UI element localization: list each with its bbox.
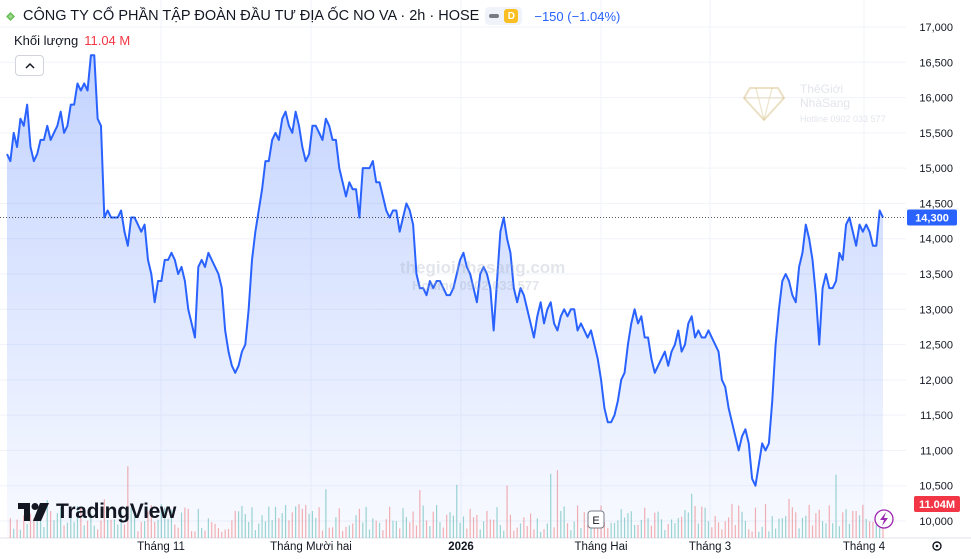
symbol-title[interactable]: CÔNG TY CỔ PHẦN TẬP ĐOÀN ĐẦU TƯ ĐỊA ỐC N… [23,8,480,24]
price-tick-label: 15,000 [919,163,953,175]
price-tick-label: 12,500 [919,340,953,352]
volume-tag-label: 11.04M [919,499,955,511]
symbol-logo-icon [6,11,15,21]
price-tick-label: 17,000 [919,22,953,34]
time-tick-label: Tháng 4 [843,541,886,553]
price-tick-label: 12,000 [919,375,953,387]
watermark-center: thegioinhasang.com Hotline 0902 033 577 [400,258,565,293]
last-price-tag-label: 14,300 [915,213,949,225]
tradingview-logo[interactable]: TradingView [18,500,176,524]
chart-header: CÔNG TY CỔ PHẦN TẬP ĐOÀN ĐẦU TƯ ĐỊA ỐC N… [6,6,620,26]
diamond-logo-icon [742,87,786,122]
chevron-up-icon [24,62,35,69]
gear-icon-center [935,544,939,548]
price-area-fill [7,55,883,538]
volume-legend-label: Khối lượng [14,33,79,48]
last-price-tag [907,209,957,226]
collapse-legend-button[interactable] [15,55,44,76]
price-tick-label: 13,500 [919,269,953,281]
price-tick-label: 16,000 [919,93,953,105]
lightning-icon [880,512,888,526]
gear-icon[interactable] [932,541,942,551]
time-axis[interactable]: Tháng 11 Tháng Mười hai 2026 Tháng Hai Tháng… [137,541,886,553]
time-tick-label: Tháng Hai [574,541,627,553]
earnings-marker-label: E [592,515,599,527]
earnings-marker[interactable] [587,510,605,529]
tradingview-logo-icon [18,503,49,521]
watermark-hotline: Hotline 0902 033 577 [800,114,886,124]
time-tick-label: Tháng 3 [689,541,731,553]
price-axis[interactable]: 17,000 16,500 16,000 15,500 15,000 14,500 14,0… [919,22,953,528]
time-tick-label: 2026 [448,541,474,553]
price-tick-label: 10,000 [919,516,953,528]
volume-tag [914,496,960,512]
price-area [0,54,906,538]
watermark-brand-1: ThêGiới [800,82,844,96]
time-tick-label: Tháng Mười hai [270,541,352,553]
watermark-line-2: Hotline 0902 033 577 [412,278,540,293]
price-tick-label: 14,000 [919,234,953,246]
axis-tags: 14,300 11.04M E [587,209,960,551]
price-tick-label: 13,000 [919,304,953,316]
delayed-badge: D [504,9,519,23]
price-tick-label: 10,500 [919,481,953,493]
price-tick-label: 16,500 [919,57,953,69]
session-dash-icon [489,14,500,18]
price-line[interactable] [6,54,884,487]
price-change: −150 (−1.04%) [534,8,621,24]
watermark-brand-2: NhàSang [800,96,851,110]
price-tick-label: 11,500 [920,410,953,422]
price-tick-label: 14,500 [919,198,953,210]
market-status-badge[interactable]: D [485,7,523,25]
price-tick-label: 11,000 [920,445,953,457]
price-tick-label: 15,500 [919,128,953,140]
watermark-line-1: thegioinhasang.com [400,258,566,277]
tradingview-logo-text: TradingView [56,500,177,523]
volume-legend-value: 11.04 M [84,33,131,48]
watermark-corner: ThêGiới NhàSang Hotline 0902 033 577 [742,78,886,129]
volume-legend[interactable]: Khối lượng 11.04 M [14,33,130,48]
time-tick-label: Tháng 11 [137,541,185,553]
